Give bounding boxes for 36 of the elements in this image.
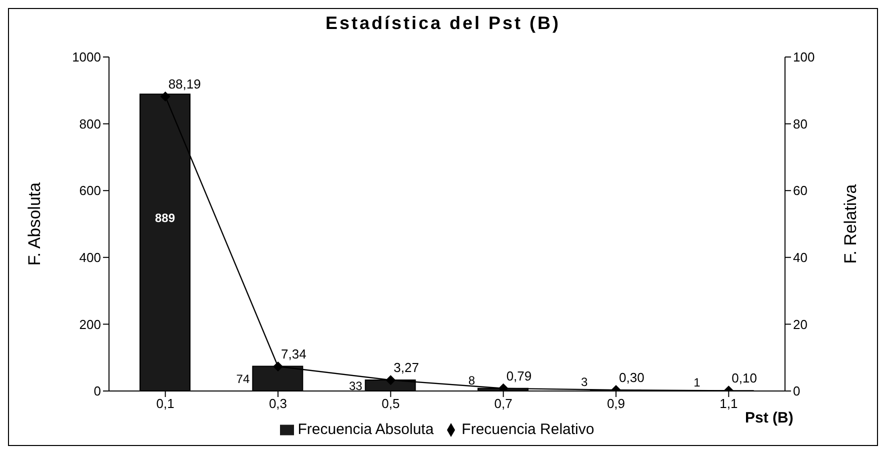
y2-axis-title: F. Relativa	[841, 184, 860, 264]
y-tick-label: 800	[79, 116, 101, 132]
y-tick-label: 600	[79, 183, 101, 198]
legend-label: Frecuencia Absoluta	[298, 421, 434, 438]
y2-tick-label: 20	[793, 316, 808, 332]
x-tick-label: 0,3	[268, 396, 288, 412]
y2-tick-label: 0	[793, 384, 800, 399]
y-tick-label: 0	[94, 384, 101, 399]
y2-tick-label: 100	[793, 50, 815, 65]
data-label: 8	[468, 373, 476, 388]
y-axis-title: F. Absoluta	[25, 182, 44, 266]
x-tick-label: 0,7	[494, 396, 512, 412]
x-tick-label: 0,9	[606, 396, 626, 412]
y2-tick-label: 60	[793, 183, 808, 198]
data-label: 3	[580, 375, 588, 389]
data-label: 889	[154, 210, 176, 225]
data-label: 0,30	[619, 370, 644, 385]
y2-tick-label: 80	[793, 116, 808, 132]
y-tick-label: 400	[79, 250, 101, 266]
x-tick-label: 1,1	[720, 396, 738, 412]
y-tick-label: 1000	[72, 50, 101, 65]
x-axis-title: Pst (B)	[745, 409, 794, 426]
data-label: 1	[694, 376, 701, 390]
data-label: 74	[236, 372, 250, 386]
data-label: 88,19	[168, 76, 201, 92]
x-tick-label: 0,1	[156, 396, 174, 412]
x-tick-label: 0,5	[382, 396, 400, 412]
data-label: 7,34	[281, 346, 306, 362]
data-label: 33	[348, 378, 363, 393]
legend-label: Frecuencia Relativo	[462, 421, 594, 438]
data-label: 0,10	[732, 370, 757, 386]
chart-title: Estadística del Pst (B)	[324, 12, 562, 35]
y-tick-label: 200	[79, 316, 101, 332]
y2-tick-label: 40	[793, 250, 808, 266]
data-label: 0,79	[506, 368, 532, 384]
data-label: 3,27	[394, 360, 419, 376]
